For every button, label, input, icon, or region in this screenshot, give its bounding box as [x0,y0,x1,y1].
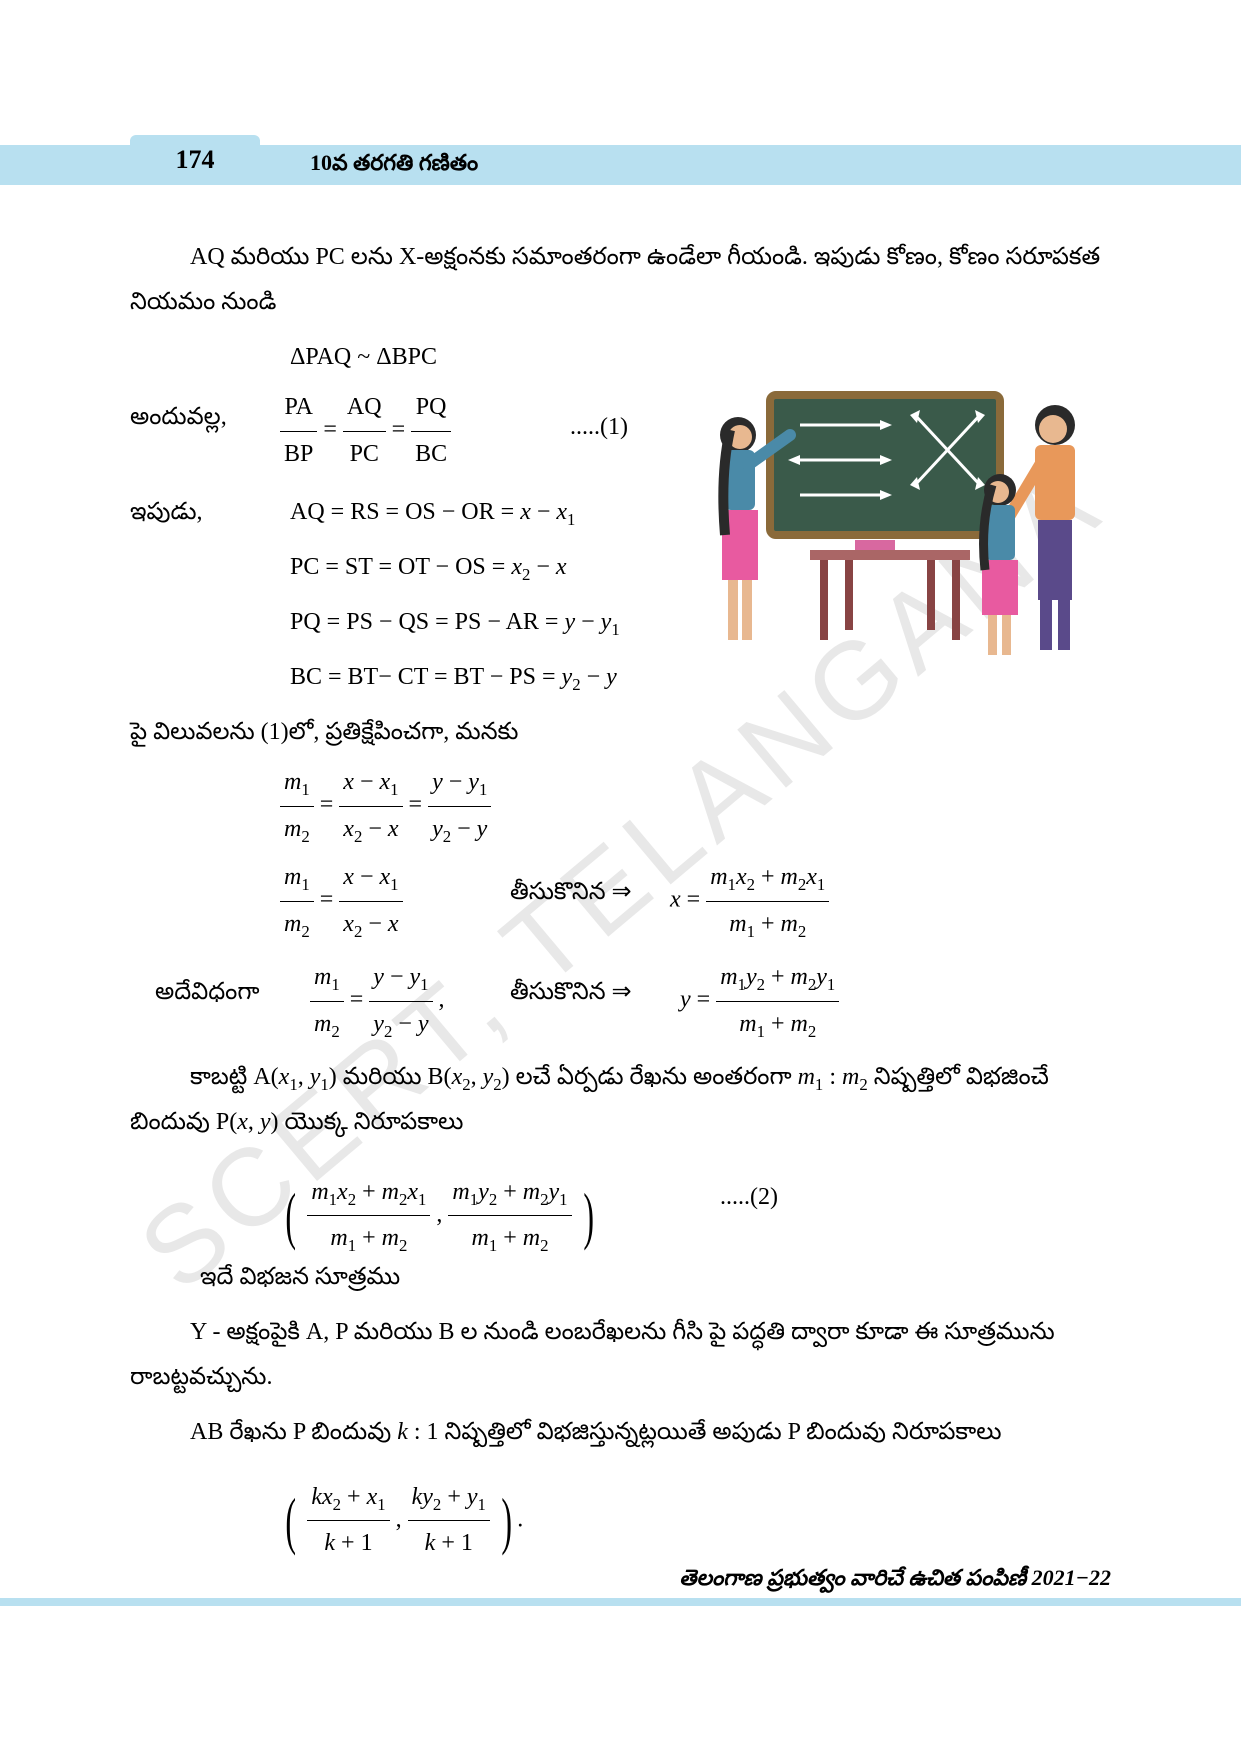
page-number: 174 [130,135,260,185]
paragraph-conclusion: కాబట్టి A(x1, y1) మరియు B(x2, y2) లచే ఏర… [130,1055,1110,1101]
footer-text: తెలంగాణ ప్రభుత్వం వారిచే ఉచిత పంపిణీ 202… [679,1565,1111,1596]
paragraph-yaxis-cont: రాబట్టవచ్చును. [130,1355,1110,1401]
equation-similar-triangles: ΔPAQ ~ ΔBPC [290,335,1241,381]
equation-y-result: y = m1y2 + m2y1 m1 + m2 [680,955,1241,1047]
paragraph-yaxis: Y - అక్షంపైకి A, P మరియు B ల నుండి లంబరే… [130,1310,1110,1356]
substitution-text: పై విలువలను (1)లో, ప్రతిక్షేపించగా, మనకు [130,710,1110,756]
equation-x-result: x = m1x2 + m2x1 m1 + m2 [670,855,1241,947]
equation-k1-formula: ( kx2 + x1 k + 1 , ky2 + y1 k + 1 ). [280,1460,1241,1582]
paragraph-conclusion-cont: బిందువు P(x, y) యొక్క నిరూపకాలు [130,1100,1110,1146]
equation-m1m2-full: m1 m2 = x − x1 x2 − x = y − y1 y2 − y [280,760,1241,852]
paragraph-intro: AQ మరియు PC లను X-అక్షంనకు సమాంతరంగా ఉండ… [130,235,1110,281]
equation-2-label: .....(2) [720,1175,1241,1221]
header-title: 10వ తరగతి గణితం [310,150,478,181]
footer-band [0,1598,1241,1606]
paragraph-intro-cont: నియమం నుండి [130,280,1110,326]
section-formula-name: ఇదే విభజన సూత్రము [200,1255,1180,1301]
classroom-illustration [700,375,1100,685]
paragraph-k1: AB రేఖను P బిందువు k : 1 నిష్పత్తిలో విభ… [130,1410,1110,1456]
